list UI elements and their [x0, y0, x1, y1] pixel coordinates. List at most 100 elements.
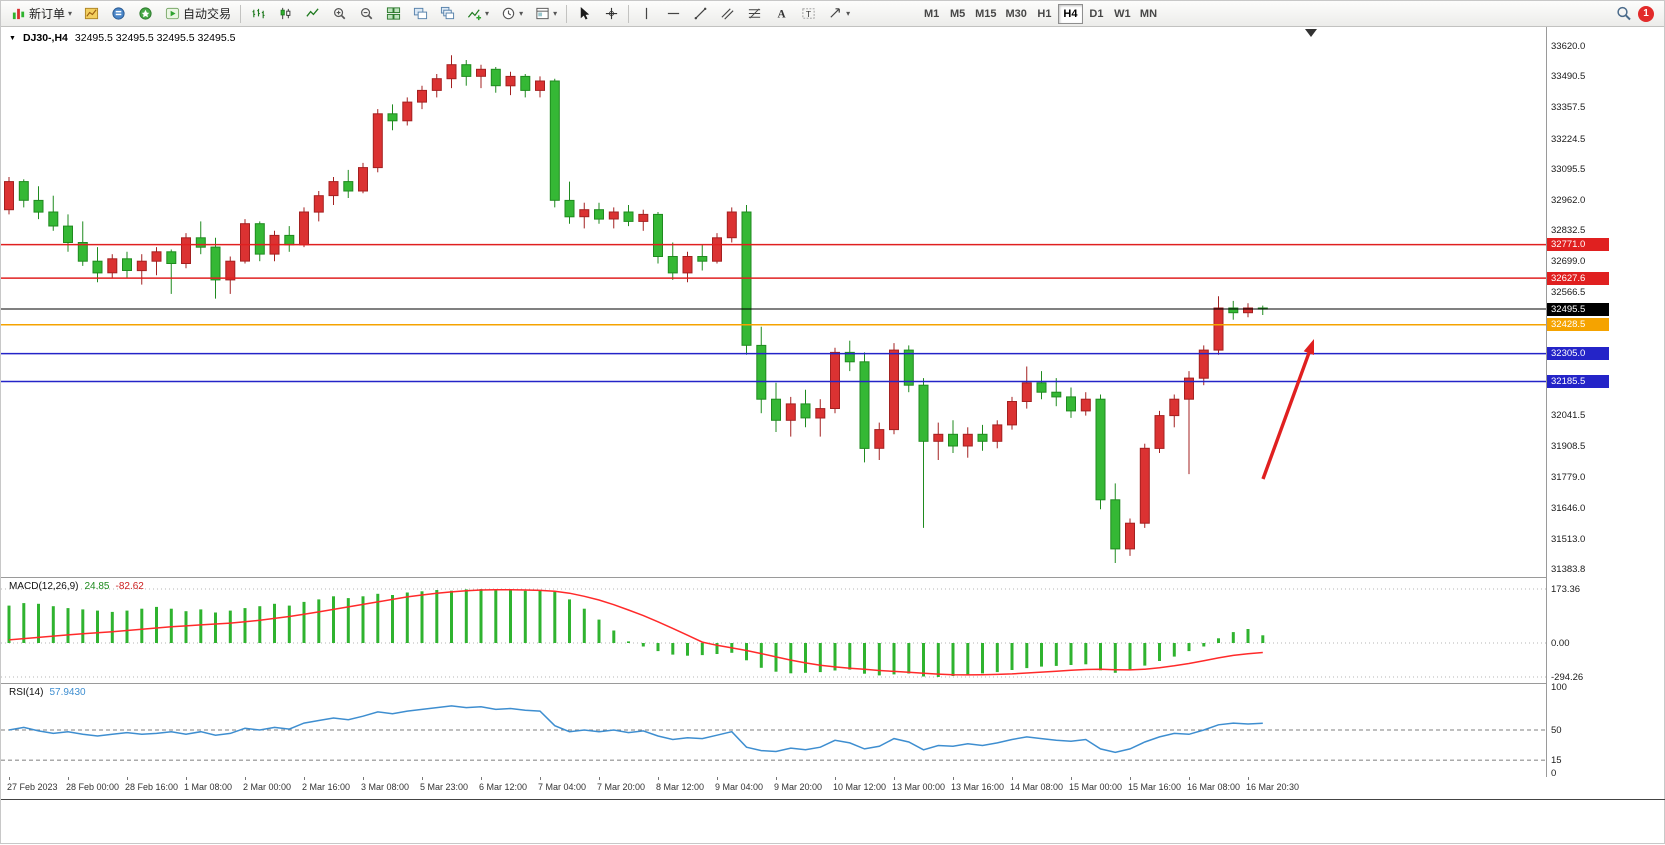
search-icon[interactable]	[1616, 6, 1632, 22]
time-axis-label: 28 Feb 16:00	[125, 782, 179, 792]
cascade-windows-icon	[439, 6, 455, 22]
price-axis-label: 33224.5	[1551, 133, 1586, 145]
tile-windows-icon	[385, 6, 401, 22]
cursor-button[interactable]	[571, 3, 597, 25]
crosshair-button[interactable]	[598, 3, 624, 25]
new-order-button[interactable]: 新订单 ▾	[5, 3, 77, 25]
time-axis-label: 13 Mar 00:00	[892, 782, 946, 792]
time-axis-label: 7 Mar 20:00	[597, 782, 646, 792]
template-icon	[534, 6, 550, 22]
timeframe-button-h4[interactable]: H4	[1057, 3, 1083, 24]
data-window-icon	[110, 6, 126, 22]
autotrading-icon	[164, 6, 180, 22]
time-axis-label: 9 Mar 20:00	[774, 782, 823, 792]
price-tag-32305.0: 32305.0	[1547, 347, 1609, 361]
timeframe-button-h1[interactable]: H1	[1032, 4, 1057, 24]
time-axis-label: 2 Mar 00:00	[243, 782, 292, 792]
arrange-windows-button[interactable]	[407, 3, 433, 25]
chevron-down-icon: ▾	[519, 8, 524, 18]
chevron-down-icon: ▾	[68, 8, 73, 18]
time-axis-label: 3 Mar 08:00	[361, 782, 410, 792]
label-tool-button[interactable]: T	[795, 3, 821, 25]
price-axis[interactable]: 33620.0 33490.5 33357.5 33224.5 33095.5 32962…	[1546, 27, 1610, 779]
fibonacci-button[interactable]	[741, 3, 767, 25]
timeframe-button-m1[interactable]: M1	[919, 4, 944, 24]
candlestick-button[interactable]	[272, 3, 298, 25]
vertical-line-button[interactable]	[633, 3, 659, 25]
zoom-out-icon	[358, 6, 374, 22]
timeframe-button-m30[interactable]: M30	[1002, 4, 1031, 24]
zoom-out-button[interactable]	[353, 3, 379, 25]
macd-axis-label: 173.36	[1551, 584, 1581, 595]
navigator-button[interactable]	[132, 3, 158, 25]
template-button[interactable]: ▾	[529, 3, 562, 25]
periods-button[interactable]: ▾	[495, 3, 528, 25]
notification-badge[interactable]: 1	[1638, 5, 1654, 22]
macd-label: MACD(12,26,9) 24.85 -82.62	[9, 581, 144, 592]
timeframe-button-m5[interactable]: M5	[945, 4, 970, 24]
time-axis-label: 13 Mar 16:00	[951, 782, 1005, 792]
chevron-down-icon: ▾	[553, 8, 558, 18]
time-axis-label: 16 Mar 08:00	[1187, 782, 1241, 792]
time-axis-label: 28 Feb 00:00	[66, 782, 120, 792]
price-tag-32627.6: 32627.6	[1547, 271, 1609, 285]
pane-separator[interactable]	[1, 683, 1609, 684]
timeframe-button-m15[interactable]: M15	[971, 4, 1000, 24]
time-tick	[363, 777, 364, 780]
trend-arrow[interactable]	[1261, 352, 1311, 480]
indicators-button[interactable]: ▾	[461, 3, 494, 25]
time-tick	[1189, 777, 1190, 780]
indicators-icon	[466, 6, 482, 22]
price-axis-label: 32962.0	[1551, 194, 1586, 206]
toolbar-right-group: 1	[1616, 5, 1660, 22]
candlestick-chart[interactable]	[1, 27, 1546, 577]
autotrading-button[interactable]: 自动交易	[159, 3, 236, 25]
time-tick	[776, 777, 777, 780]
timeframe-button-d1[interactable]: D1	[1084, 4, 1109, 24]
channel-button[interactable]	[714, 3, 740, 25]
time-axis-label: 6 Mar 12:00	[479, 782, 528, 792]
macd-panel[interactable]	[1, 577, 1546, 683]
text-tool-button[interactable]: A	[768, 3, 794, 25]
time-tick	[127, 777, 128, 780]
new-order-label: 新订单	[29, 7, 66, 21]
horizontal-line-button[interactable]	[660, 3, 686, 25]
price-axis-label: 32699.0	[1551, 256, 1586, 268]
time-tick	[717, 777, 718, 780]
time-tick	[304, 777, 305, 780]
pane-separator[interactable]	[1, 577, 1609, 578]
time-axis-label: 15 Mar 16:00	[1128, 782, 1182, 792]
price-axis-label: 31779.0	[1551, 471, 1586, 483]
candlestick-icon	[277, 6, 293, 22]
cursor-icon	[576, 6, 592, 22]
time-tick	[1130, 777, 1131, 780]
price-axis-label: 33620.0	[1551, 40, 1586, 52]
timeframe-group: M1 M5 M15 M30 H1 H4 D1 W1 MN	[919, 3, 1161, 24]
timeframe-button-mn[interactable]: MN	[1136, 4, 1161, 24]
main-toolbar: 新订单 ▾ 自动交易	[1, 1, 1664, 27]
time-tick	[835, 777, 836, 780]
market-watch-button[interactable]	[78, 3, 104, 25]
cascade-windows-button[interactable]	[434, 3, 460, 25]
time-axis[interactable]: 27 Feb 2023 28 Feb 00:00 28 Feb 16:00 1 Mar…	[1, 777, 1609, 799]
rsi-panel[interactable]	[1, 683, 1546, 777]
symbol-ohlc: 32495.5 32495.5 32495.5 32495.5	[74, 32, 236, 44]
rsi-axis-label: 0	[1551, 768, 1557, 779]
zoom-in-button[interactable]	[326, 3, 352, 25]
toolbar-separator	[240, 4, 242, 23]
shapes-button[interactable]: ▾	[822, 3, 855, 25]
timeframe-button-w1[interactable]: W1	[1110, 4, 1135, 24]
chart-shift-marker[interactable]	[1305, 29, 1317, 37]
label-icon: T	[800, 6, 816, 22]
line-chart-button[interactable]	[299, 3, 325, 25]
trendline-button[interactable]	[687, 3, 713, 25]
bar-chart-button[interactable]	[245, 3, 271, 25]
tile-windows-button[interactable]	[380, 3, 406, 25]
collapse-icon[interactable]: ▼	[9, 34, 16, 42]
crosshair-icon	[603, 6, 619, 22]
line-chart-icon	[304, 6, 320, 22]
chart-bottom-border	[1, 799, 1665, 800]
data-window-button[interactable]	[105, 3, 131, 25]
market-watch-icon	[83, 6, 99, 22]
navigator-icon	[137, 6, 153, 22]
